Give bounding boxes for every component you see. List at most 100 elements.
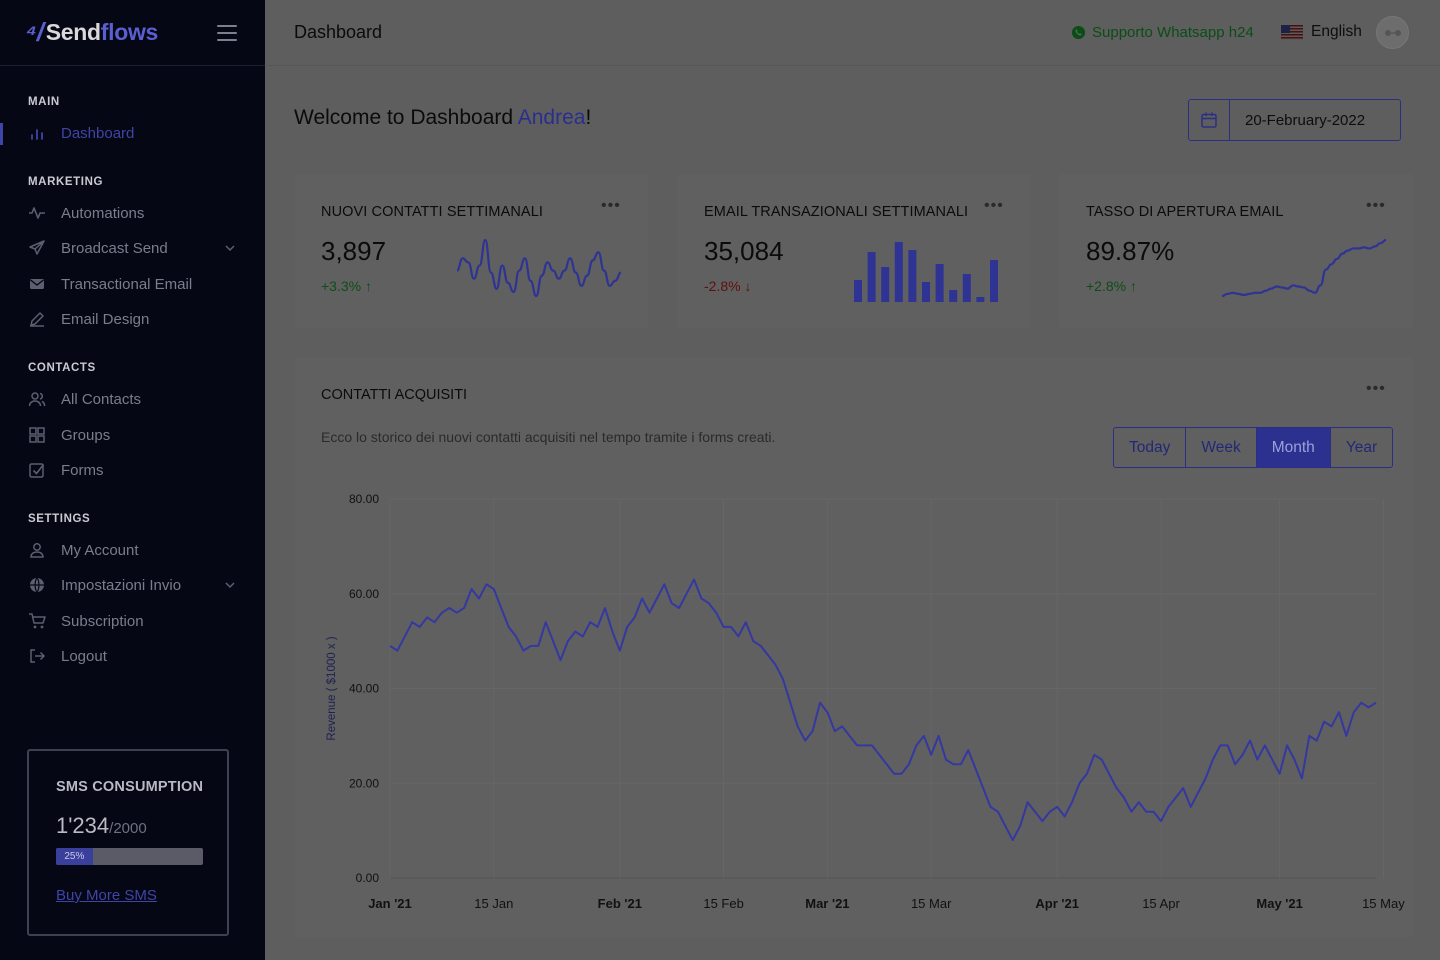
- spark-bar: [949, 290, 958, 302]
- x-tick-label: Jan '21: [368, 896, 412, 911]
- pen-icon: [28, 310, 46, 328]
- date-picker[interactable]: 20-February-2022: [1188, 99, 1401, 141]
- cart-icon: [28, 612, 46, 630]
- language-label: English: [1311, 23, 1362, 40]
- sms-title: SMS CONSUMPTION: [56, 779, 204, 795]
- sidebar-item-label: Automations: [61, 204, 145, 222]
- spark-bar: [962, 274, 971, 302]
- y-tick-label: 80.00: [349, 492, 379, 506]
- spark-bar: [894, 242, 903, 302]
- sidebar-item-automations[interactable]: Automations: [0, 197, 265, 229]
- logo-mark: ⁴/: [26, 17, 44, 47]
- bar-chart-icon: [28, 124, 46, 142]
- mail-icon: [28, 275, 46, 293]
- contacts-chart-title: CONTATTI ACQUISITI: [321, 387, 468, 403]
- sidebar-item-my-account[interactable]: My Account: [0, 534, 265, 566]
- sidebar-item-all-contacts[interactable]: All Contacts: [0, 383, 265, 415]
- sparkline-path: [1221, 238, 1387, 298]
- arrow-down-icon: ↓: [744, 278, 752, 294]
- sidebar-item-transactional-email[interactable]: Transactional Email: [0, 268, 265, 300]
- kpi-delta-value: +2.8%: [1086, 278, 1127, 294]
- spark-bar: [976, 297, 985, 302]
- sidebar-item-label: Groups: [61, 426, 111, 444]
- sidebar-item-subscription[interactable]: Subscription: [0, 605, 265, 637]
- welcome-suffix: !: [585, 106, 592, 129]
- x-tick-label: Feb '21: [598, 896, 642, 911]
- sidebar-item-impostazioni-invio[interactable]: Impostazioni Invio: [0, 569, 265, 601]
- buy-more-sms-link[interactable]: Buy More SMS: [56, 887, 157, 904]
- whatsapp-support-label: Supporto Whatsapp h24: [1092, 24, 1254, 41]
- sidebar-item-groups[interactable]: Groups: [0, 419, 265, 451]
- spark-bar: [881, 267, 890, 302]
- user-icon: [28, 541, 46, 559]
- section-title-marketing: MARKETING: [28, 176, 104, 188]
- sidebar-item-broadcast-send[interactable]: Broadcast Send: [0, 232, 265, 264]
- range-tab-week[interactable]: Week: [1185, 428, 1255, 467]
- sms-progress-fill: 25%: [56, 848, 93, 865]
- x-tick-label: 15 May: [1362, 896, 1405, 911]
- whatsapp-icon: [1071, 25, 1086, 40]
- series-line: [389, 578, 1377, 842]
- us-flag-icon: [1281, 24, 1303, 40]
- users-icon: [28, 390, 46, 408]
- kpi-value: 3,897: [321, 236, 387, 266]
- welcome-heading: Welcome to Dashboard Andrea!: [294, 106, 591, 130]
- range-tab-year[interactable]: Year: [1329, 428, 1392, 467]
- welcome-user-name: Andrea: [517, 106, 586, 129]
- brand-logo[interactable]: ⁴/ Send flows: [26, 17, 158, 48]
- sidebar-item-label: All Contacts: [61, 390, 142, 408]
- sidebar-item-label: Broadcast Send: [61, 239, 168, 257]
- sparkline-path: [456, 238, 622, 298]
- section-title-settings: SETTINGS: [28, 513, 91, 525]
- x-tick-label: May '21: [1256, 896, 1302, 911]
- send-icon: [28, 239, 46, 257]
- globe-icon: [28, 576, 46, 594]
- grid-icon: [28, 426, 46, 444]
- arrow-up-icon: ↑: [364, 278, 372, 294]
- sidebar-item-label: Dashboard: [61, 124, 135, 142]
- sidebar-item-label: Transactional Email: [61, 275, 193, 293]
- x-tick-label: Apr '21: [1035, 896, 1079, 911]
- kpi-more-icon[interactable]: •••: [601, 197, 621, 214]
- kpi-delta: -2.8% ↓: [704, 278, 751, 294]
- user-avatar[interactable]: [1376, 16, 1409, 49]
- contacts-chart-more-icon[interactable]: •••: [1366, 380, 1386, 397]
- kpi-title: EMAIL TRANSAZIONALI SETTIMANALI: [704, 204, 969, 220]
- kpi-more-icon[interactable]: •••: [984, 197, 1004, 214]
- logo-text-send: Send: [45, 19, 101, 45]
- sidebar-item-dashboard[interactable]: Dashboard: [0, 117, 265, 149]
- kpi-card: TASSO DI APERTURA EMAIL ••• 89.87% +2.8%…: [1059, 174, 1413, 328]
- menu-toggle-icon[interactable]: [217, 25, 237, 41]
- sidebar-item-label: My Account: [61, 541, 139, 559]
- y-tick-label: 20.00: [349, 776, 379, 790]
- sms-count: 1'234/2000: [56, 813, 147, 839]
- top-bar: Dashboard Supporto Whatsapp h24 English: [265, 0, 1440, 66]
- section-title-main: MAIN: [28, 96, 60, 108]
- sidebar-item-logout[interactable]: Logout: [0, 640, 265, 672]
- chevron-down-icon: [223, 241, 237, 255]
- sidebar-item-label: Impostazioni Invio: [61, 576, 182, 594]
- kpi-sparkline: [456, 238, 622, 298]
- kpi-delta-value: -2.8%: [704, 278, 741, 294]
- range-tab-month[interactable]: Month: [1255, 428, 1330, 467]
- whatsapp-support-link[interactable]: Supporto Whatsapp h24: [1071, 24, 1254, 41]
- y-tick-label: 40.00: [349, 682, 379, 696]
- kpi-sparkline: [854, 242, 998, 302]
- range-tab-today[interactable]: Today: [1129, 438, 1171, 456]
- kpi-more-icon[interactable]: •••: [1366, 197, 1386, 214]
- checkbox-icon: [28, 461, 46, 479]
- sidebar-item-email-design[interactable]: Email Design: [0, 303, 265, 335]
- kpi-title: NUOVI CONTATTI SETTIMANALI: [321, 204, 543, 220]
- language-selector[interactable]: English: [1281, 23, 1362, 41]
- time-range-selector: Today Week Month Year: [1113, 427, 1394, 468]
- kpi-card: EMAIL TRANSAZIONALI SETTIMANALI ••• 35,0…: [677, 174, 1031, 328]
- kpi-delta: +3.3% ↑: [321, 278, 372, 294]
- kpi-value: 35,084: [704, 236, 784, 266]
- spark-bar: [867, 252, 876, 302]
- spark-bar: [935, 264, 944, 302]
- contacts-chart-subtitle: Ecco lo storico dei nuovi contatti acqui…: [321, 429, 776, 445]
- sidebar-item-forms[interactable]: Forms: [0, 454, 265, 486]
- y-tick-label: 60.00: [349, 587, 379, 601]
- page-title: Dashboard: [294, 22, 383, 42]
- calendar-icon[interactable]: [1189, 100, 1230, 140]
